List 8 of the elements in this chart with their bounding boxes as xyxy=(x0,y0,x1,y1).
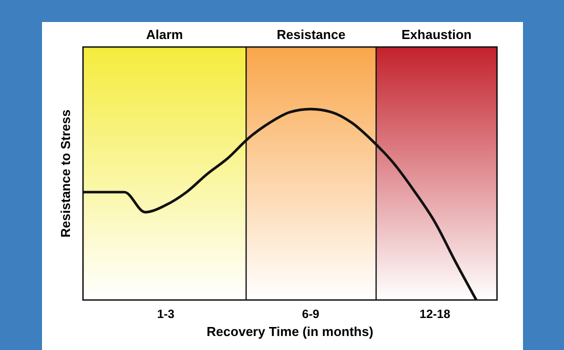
x-tick-label: 1-3 xyxy=(157,307,175,321)
x-tick-label: 12-18 xyxy=(420,307,451,321)
y-axis-title: Resistance to Stress xyxy=(58,110,73,238)
text: Exhaustion xyxy=(402,27,472,42)
x-axis-title: Recovery Time (in months) xyxy=(206,324,374,339)
text: Resistance xyxy=(276,27,346,42)
x-tick-label: 6-9 xyxy=(302,307,320,321)
text: Alarm xyxy=(146,27,183,42)
